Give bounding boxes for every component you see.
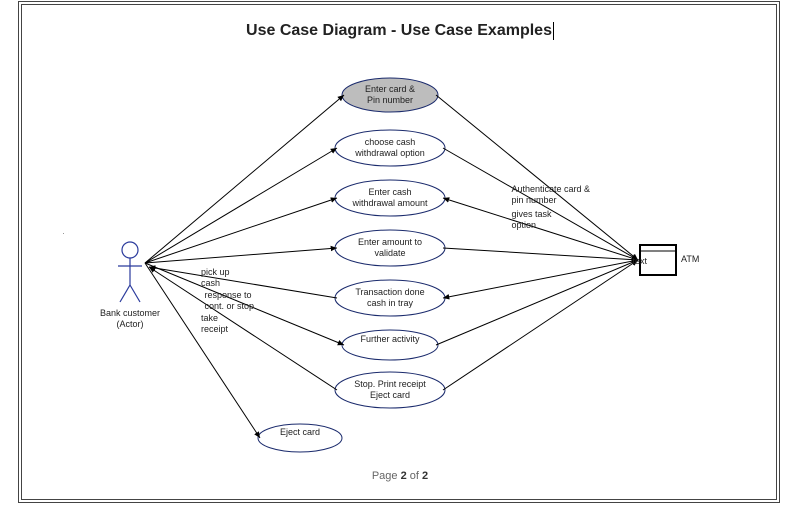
edge-label-cust-further: response to cont. or stop	[205, 290, 285, 312]
edge-atm-enter-card	[436, 95, 638, 260]
actor-customer	[118, 242, 142, 302]
edge-label-atm-choose-opt: Authenticate card & pin number	[512, 184, 622, 206]
footer-mid: of	[407, 470, 422, 482]
usecase-label-enter-card: Enter card & Pin number	[330, 84, 450, 106]
actor-atm-text-label: text	[623, 256, 647, 267]
page-footer: Page 2 of 2	[0, 470, 800, 482]
stray-mark: ·	[62, 228, 65, 238]
usecase-label-enter-amount: Enter cash withdrawal amount	[330, 187, 450, 209]
usecase-label-eject: Eject card	[240, 427, 360, 438]
edge-cust-choose-opt	[145, 148, 337, 263]
edge-atm-further	[436, 260, 638, 345]
edge-label-cust-stop-print: take receipt	[201, 313, 281, 335]
usecase-label-choose-opt: choose cash withdrawal option	[330, 137, 450, 159]
page-root: Use Case Diagram - Use Case Examples Ent…	[0, 0, 800, 509]
actor-atm-label: ATM	[681, 254, 721, 265]
actor-customer-label: Bank customer (Actor)	[85, 308, 175, 330]
usecase-label-stop-print: Stop. Print receipt Eject card	[330, 379, 450, 401]
usecase-label-txn-done: Transaction done cash in tray	[330, 287, 450, 309]
edge-cust-validate	[145, 248, 337, 263]
edge-label-cust-txn-done: pick up cash	[201, 267, 281, 289]
edge-cust-enter-amount	[145, 198, 337, 263]
usecase-label-further: Further activity	[330, 334, 450, 345]
footer-prefix: Page	[372, 470, 401, 482]
usecase-label-validate: Enter amount to validate	[330, 237, 450, 259]
footer-total: 2	[422, 470, 428, 482]
edge-atm-validate	[443, 248, 638, 260]
edge-label-atm-enter-amount: gives task option	[512, 209, 622, 231]
edge-cust-enter-card	[145, 95, 344, 263]
